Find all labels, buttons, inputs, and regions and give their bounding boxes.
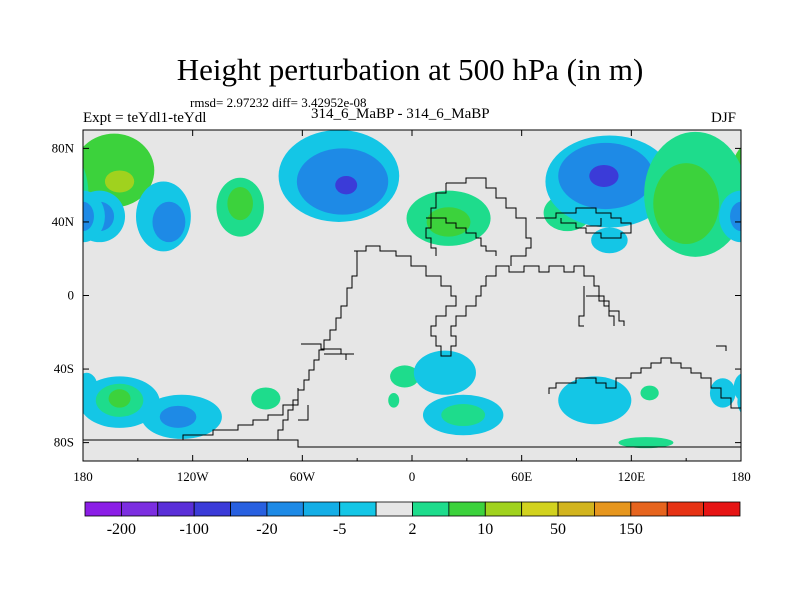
colorbar-swatch [448, 501, 486, 517]
colorbar-label: -5 [333, 521, 346, 538]
colorbar-label: 10 [477, 521, 493, 538]
colorbar-label: -20 [256, 521, 277, 538]
perturbation-region [731, 147, 741, 194]
colorbar-swatch [157, 501, 195, 517]
perturbation-region [743, 202, 772, 231]
perturbation-region [730, 201, 741, 232]
x-tick-label: 60E [511, 469, 532, 484]
chart-subtitle: 314_6_MaBP - 314_6_MaBP [311, 106, 490, 122]
y-tick-label: 80S [54, 435, 74, 450]
perturbation-region [388, 392, 400, 408]
colorbar-swatch [412, 501, 450, 517]
colorbar-label: 50 [550, 521, 566, 538]
y-tick-label: 40N [52, 214, 75, 229]
x-tick-label: 60W [290, 469, 316, 484]
colorbar-swatch [666, 501, 705, 517]
perturbation-region [589, 164, 619, 188]
perturbation-region [618, 437, 674, 449]
colorbar-swatch [230, 501, 268, 517]
colorbar-swatch [84, 501, 122, 517]
y-tick-label: 40S [54, 361, 74, 376]
colorbar-swatch [594, 501, 632, 517]
x-tick-label: 0 [409, 469, 416, 484]
perturbation-region [737, 391, 741, 413]
perturbation-region [251, 387, 281, 410]
perturbation-region [733, 373, 741, 402]
chart-stats: rmsd= 2.97232 diff= 3.42952e-08 [190, 95, 367, 110]
colorbar-swatch [557, 501, 595, 517]
x-tick-label: 180 [731, 469, 751, 484]
experiment-label: Expt = teYdl1-teYdl [83, 110, 207, 126]
colorbar-swatch [193, 501, 231, 517]
colorbar-label: 150 [619, 521, 643, 538]
perturbation-region [709, 378, 736, 408]
perturbation-region [390, 365, 420, 388]
perturbation-region [413, 350, 476, 395]
x-tick-label: 180 [73, 469, 93, 484]
x-tick-label: 120W [177, 469, 210, 484]
perturbation-region [335, 175, 358, 195]
colorbar-swatch [375, 501, 413, 517]
season-label: DJF [711, 110, 737, 126]
perturbation-region [159, 405, 197, 428]
colorbar-label: -100 [180, 521, 209, 538]
colorbar-swatch [521, 501, 559, 517]
perturbation-region [591, 227, 628, 254]
y-tick-label: 80N [52, 140, 75, 155]
perturbation-region [104, 170, 135, 193]
perturbation-region [108, 389, 131, 408]
perturbation-region [83, 166, 89, 223]
colorbar-swatch [339, 501, 377, 517]
perturbation-region [558, 376, 632, 425]
colorbar-swatch [120, 501, 159, 517]
x-tick-label: 120E [618, 469, 646, 484]
perturbation-region [83, 133, 155, 208]
perturbation-region [441, 403, 486, 427]
colorbar-swatch [266, 501, 304, 517]
chart-title: Height perturbation at 500 hPa (in m) [176, 52, 644, 87]
colorbar-swatch [484, 501, 523, 517]
perturbation-region [83, 201, 94, 232]
perturbation-region [152, 201, 186, 243]
perturbation-region [640, 385, 659, 401]
colorbar-swatch [302, 501, 341, 517]
y-tick-label: 0 [68, 288, 75, 303]
colorbar-label: 2 [409, 521, 417, 538]
perturbation-region [426, 207, 471, 237]
coastline-overlay [83, 177, 741, 448]
perturbation-region [227, 187, 253, 221]
perturbation-region [653, 163, 720, 245]
colorbar-swatch [703, 501, 741, 517]
colorbar-label: -200 [107, 521, 136, 538]
colorbar-swatch [630, 501, 668, 517]
perturbation-region [83, 372, 98, 403]
